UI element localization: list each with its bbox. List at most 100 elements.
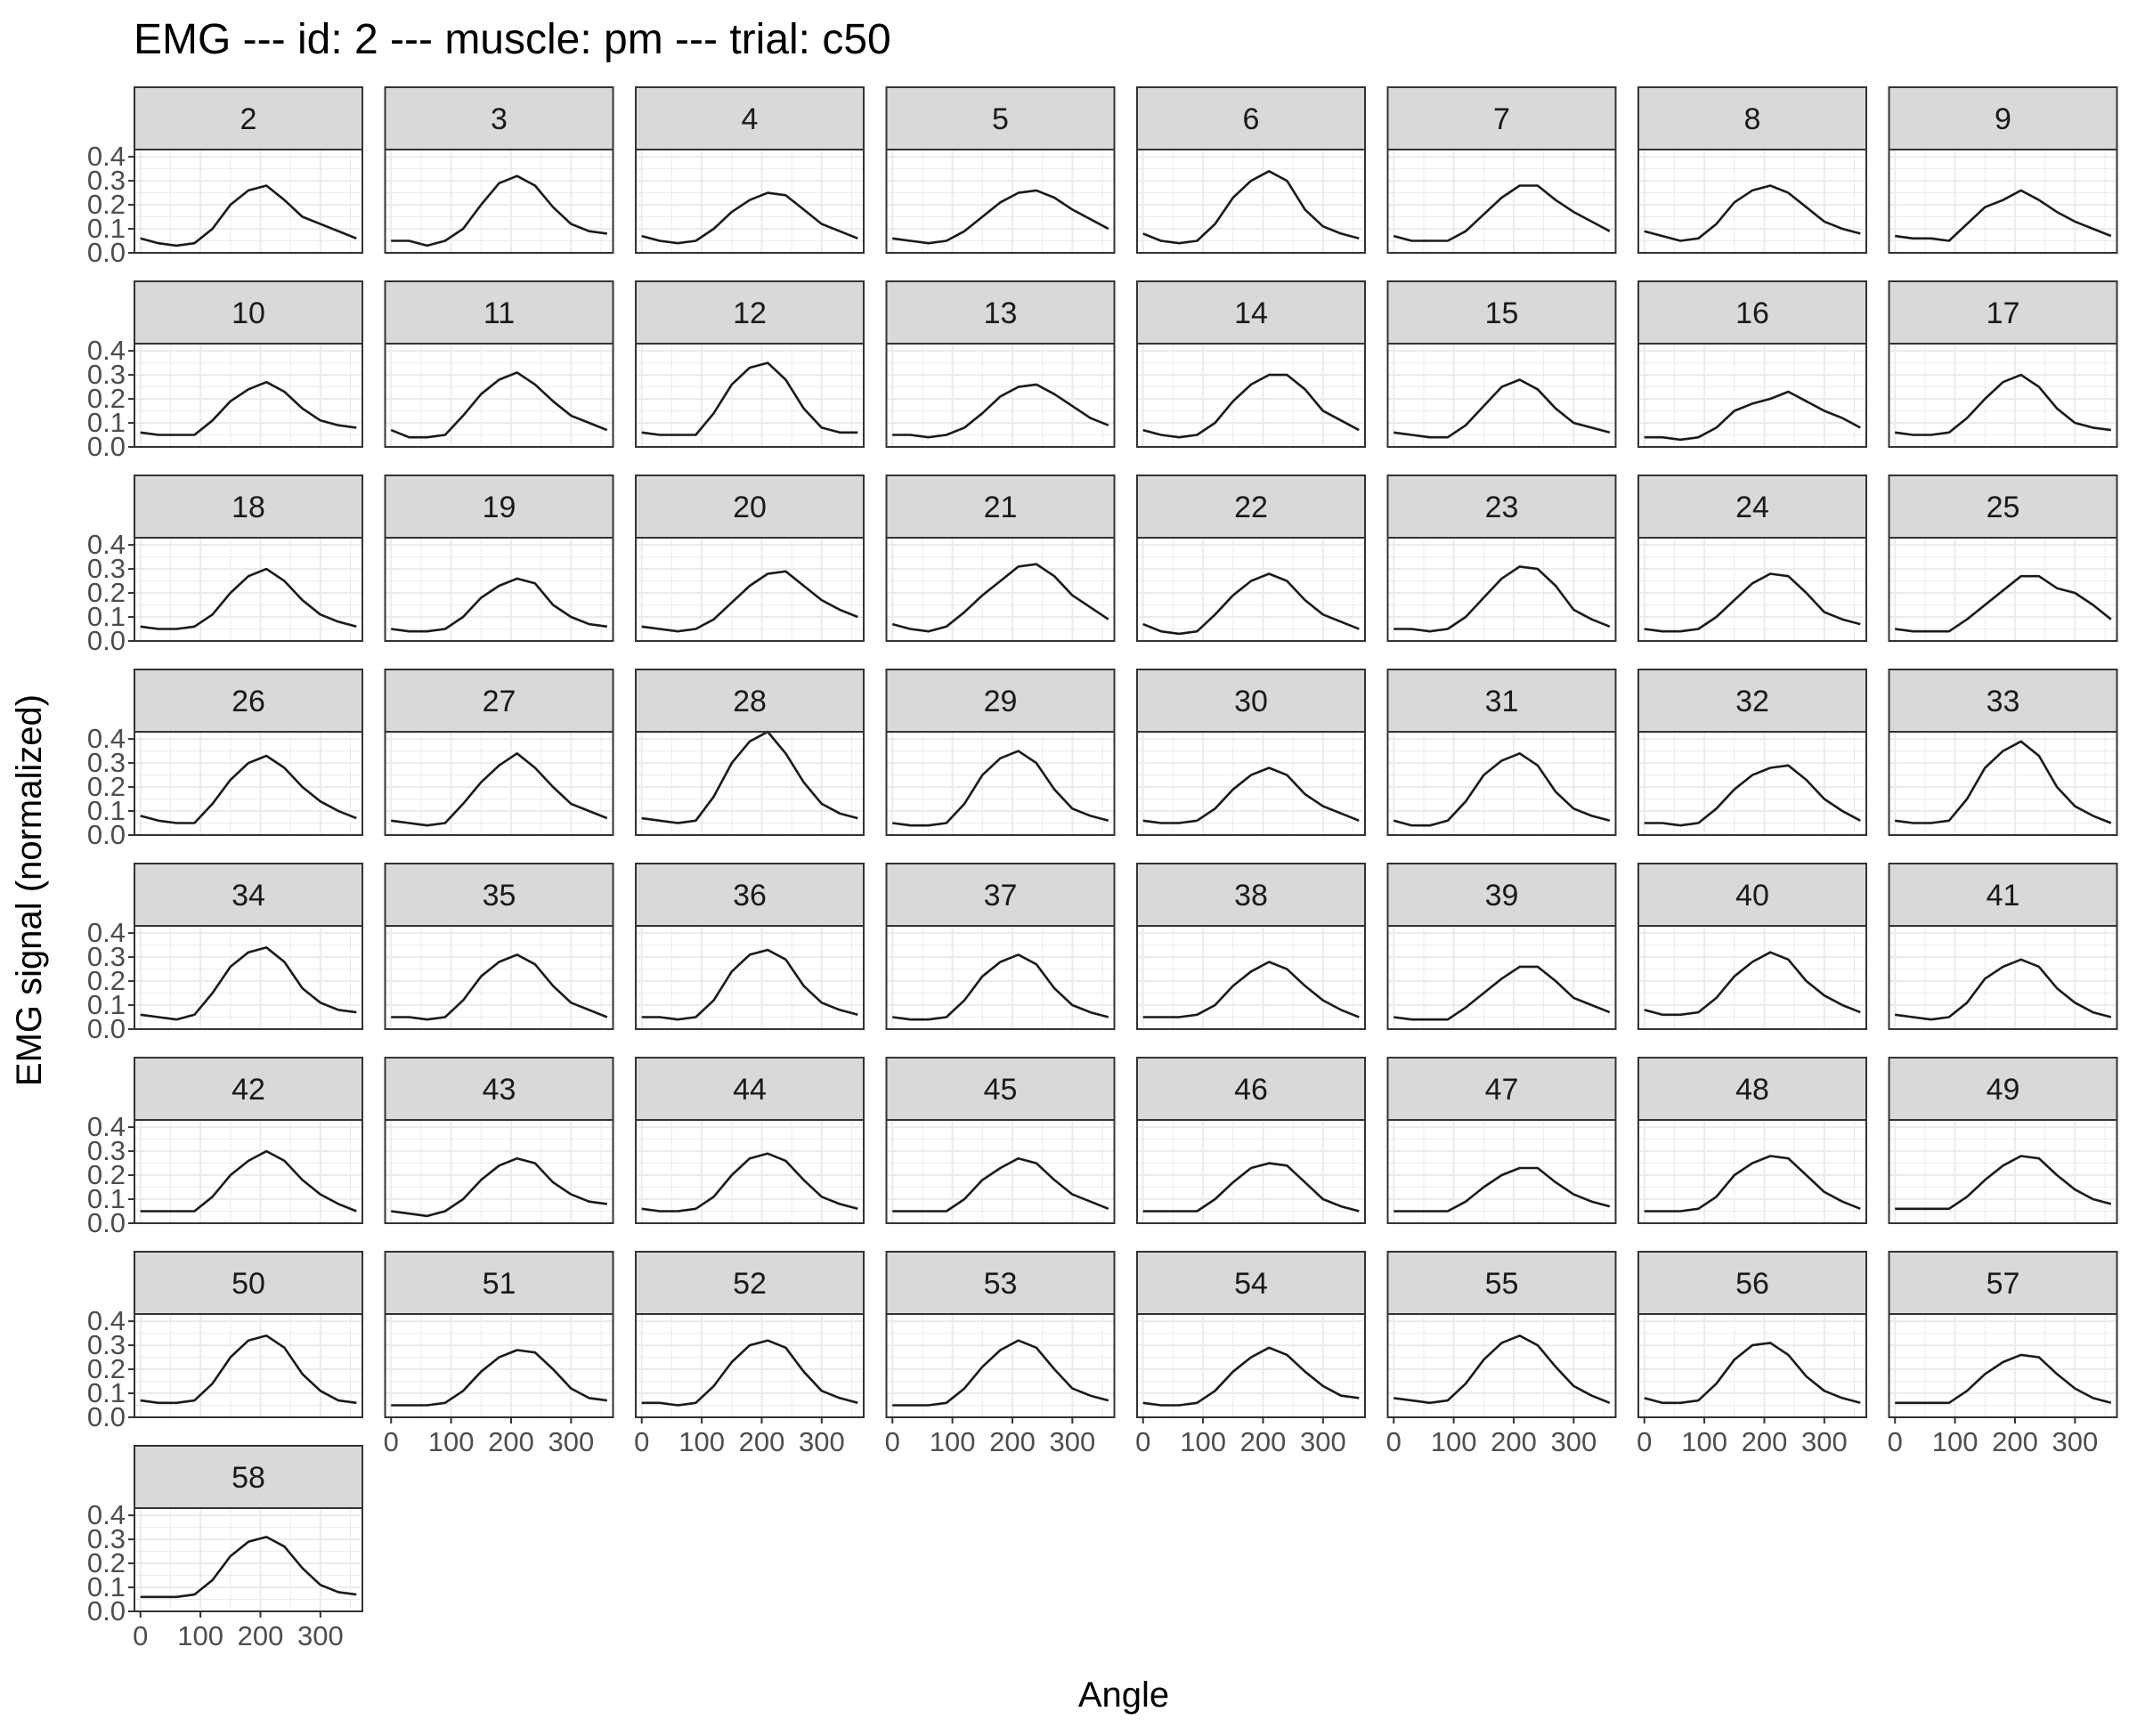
facet-panel: 3 — [386, 87, 613, 253]
facet-label: 48 — [1735, 1073, 1769, 1107]
x-tick-label: 200 — [739, 1426, 785, 1457]
facet-panel: 20.00.10.20.30.4 — [87, 87, 362, 268]
plot-panel — [1638, 1120, 1866, 1223]
facet-panel: 500.00.10.20.30.4 — [87, 1252, 362, 1432]
plot-panel — [887, 1120, 1115, 1223]
plot-panel — [636, 344, 864, 447]
facet-panel: 23 — [1388, 475, 1616, 641]
y-tick-label: 0.4 — [87, 917, 126, 948]
facet-panel: 47 — [1388, 1058, 1616, 1223]
facet-label: 26 — [232, 685, 265, 718]
y-tick-label: 0.4 — [87, 335, 126, 366]
plot-panel — [134, 732, 362, 835]
x-axis-title: Angle — [1078, 1675, 1169, 1715]
y-tick-label: 0.4 — [87, 1499, 126, 1530]
facet-label: 31 — [1485, 685, 1519, 718]
facet-panel: 41 — [1889, 864, 2117, 1029]
x-tick-label: 300 — [1049, 1426, 1095, 1457]
facet-panel: 21 — [887, 475, 1115, 641]
facet-panel: 12 — [636, 281, 864, 447]
x-tick-label: 300 — [1300, 1426, 1346, 1457]
facet-panel: 8 — [1638, 87, 1866, 253]
facet-label: 18 — [232, 491, 265, 524]
x-tick-label: 0 — [1386, 1426, 1402, 1457]
facet-label: 53 — [984, 1267, 1018, 1301]
x-tick-label: 0 — [133, 1620, 148, 1651]
facet-panel: 7 — [1388, 87, 1616, 253]
facet-label: 55 — [1485, 1267, 1519, 1301]
facet-label: 13 — [984, 296, 1018, 330]
facet-label: 24 — [1735, 491, 1769, 524]
plot-panel — [386, 732, 613, 835]
facet-label: 49 — [1987, 1073, 2020, 1107]
facet-label: 36 — [733, 879, 767, 913]
facet-panel: 51 0 100 200 300 — [384, 1252, 613, 1457]
x-tick-label: 100 — [1932, 1426, 1979, 1457]
facet-label: 46 — [1234, 1073, 1268, 1107]
facet-panel: 17 — [1889, 281, 2117, 447]
facet-panel: 540 100 200 300 — [1135, 1252, 1365, 1457]
plot-panel — [1137, 926, 1365, 1029]
facet-label: 57 — [1987, 1267, 2020, 1301]
plot-panel — [887, 732, 1115, 835]
facet-label: 56 — [1735, 1267, 1769, 1301]
facet-label: 39 — [1485, 879, 1519, 913]
y-axis-title: EMG signal (normalized) — [10, 694, 49, 1086]
plot-panel — [386, 926, 613, 1029]
plot-panel — [1137, 344, 1365, 447]
facet-panel: 25 — [1889, 475, 2117, 641]
facet-panel: 20 — [636, 475, 864, 641]
facet-label: 14 — [1234, 296, 1268, 330]
x-tick-label: 300 — [1550, 1426, 1597, 1457]
facet-label: 45 — [984, 1073, 1018, 1107]
facet-panel: 48 — [1638, 1058, 1866, 1223]
facet-label: 33 — [1987, 685, 2020, 718]
facet-panel: 27 — [386, 669, 613, 835]
x-tick-label: 200 — [1992, 1426, 2038, 1457]
plot-panel — [1889, 732, 2117, 835]
facet-panel: 340.00.10.20.30.4 — [87, 864, 362, 1044]
x-tick-label: 100 — [678, 1426, 725, 1457]
facet-label: 32 — [1735, 685, 1769, 718]
plot-panel — [1388, 344, 1616, 447]
plot-panel — [386, 1314, 613, 1417]
facet-label: 9 — [1995, 102, 2011, 136]
facet-label: 11 — [483, 296, 515, 330]
facet-panel: 9 — [1889, 87, 2117, 253]
plot-panel — [134, 344, 362, 447]
x-tick-label: 300 — [1801, 1426, 1848, 1457]
facet-label: 50 — [232, 1267, 265, 1301]
facet-panel: 6 — [1137, 87, 1365, 253]
facet-label: 51 — [483, 1267, 516, 1301]
facet-panel: 29 — [887, 669, 1115, 835]
x-tick-label: 200 — [238, 1620, 284, 1651]
facet-panel: 46 — [1137, 1058, 1365, 1223]
facet-label: 41 — [1987, 879, 2020, 913]
plot-panel — [636, 926, 864, 1029]
facet-panel: 100.00.10.20.30.4 — [87, 281, 362, 462]
plot-panel — [1137, 538, 1365, 641]
plot-panel — [887, 1314, 1115, 1417]
plot-panel — [1137, 150, 1365, 253]
facet-label: 37 — [984, 879, 1018, 913]
x-tick-label: 0 — [1637, 1426, 1652, 1457]
facet-label: 44 — [733, 1073, 767, 1107]
facet-label: 21 — [984, 491, 1018, 524]
facet-panel: 42 0.00.10.20.30.4 — [87, 1058, 362, 1238]
facet-panel: 37 — [887, 864, 1115, 1029]
facet-label: 15 — [1485, 296, 1519, 330]
facet-panel: 11 — [386, 281, 613, 447]
plot-panel — [1388, 732, 1616, 835]
facet-panel: 38 — [1137, 864, 1365, 1029]
plot-panel — [1388, 538, 1616, 641]
facet-panel: 15 — [1388, 281, 1616, 447]
facet-panel: 30 — [1137, 669, 1365, 835]
plot-panel — [1137, 1314, 1365, 1417]
facet-panel: 40 — [1638, 864, 1866, 1029]
plot-panel — [386, 150, 613, 253]
plot-panel — [887, 538, 1115, 641]
y-tick-label: 0.4 — [87, 141, 126, 172]
plot-panel — [134, 538, 362, 641]
plot-panel — [386, 1120, 613, 1223]
facet-panel: 32 — [1638, 669, 1866, 835]
